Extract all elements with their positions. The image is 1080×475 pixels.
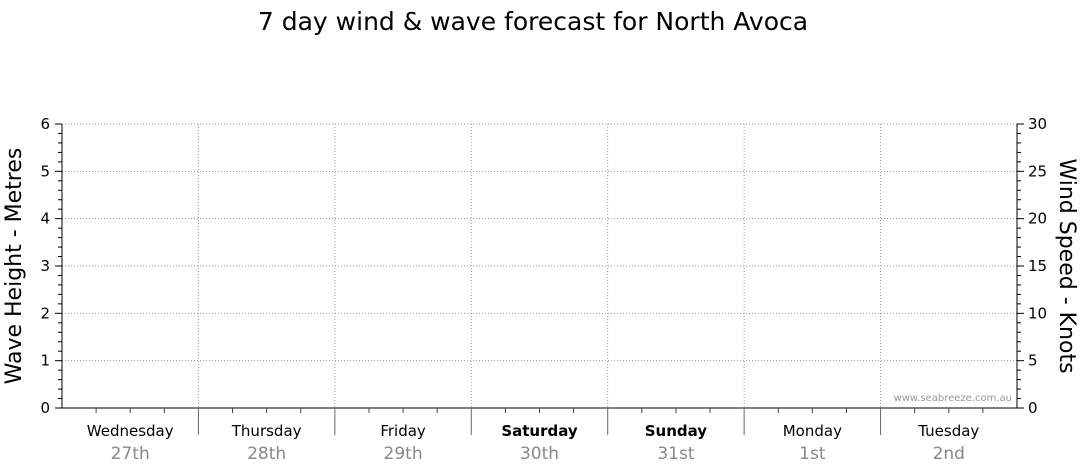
right-tick-label: 0 <box>1028 399 1038 417</box>
day-date-label: 1st <box>799 444 826 464</box>
left-tick-label: 2 <box>40 304 50 322</box>
right-tick-label: 25 <box>1028 162 1047 180</box>
right-tick-label: 5 <box>1028 352 1038 370</box>
day-name-label: Wednesday <box>87 422 174 440</box>
right-tick-label: 30 <box>1028 115 1047 133</box>
grid-lines <box>62 123 1017 408</box>
day-name-label: Monday <box>783 422 842 440</box>
left-tick-label: 6 <box>40 115 50 133</box>
right-tick-label: 20 <box>1028 210 1047 228</box>
chart-title: 7 day wind & wave forecast for North Avo… <box>258 7 808 36</box>
left-tick-label: 4 <box>40 210 50 228</box>
day-date-label: 31st <box>657 444 694 464</box>
right-axis-title: Wind Speed - Knots <box>1054 158 1079 373</box>
day-name-label: Saturday <box>501 422 578 440</box>
axes <box>61 124 1018 435</box>
day-date-label: 29th <box>384 444 423 464</box>
right-axis-ticks: 0 5 10 15 20 25 30 <box>1017 115 1047 417</box>
day-labels: Wednesday 27th Thursday 28th Friday 29th Satur… <box>87 422 980 464</box>
left-tick-label: 0 <box>40 399 50 417</box>
day-date-label: 28th <box>247 444 286 464</box>
left-axis-title: Wave Height - Metres <box>2 148 27 385</box>
day-date-label: 30th <box>520 444 559 464</box>
day-name-label: Tuesday <box>917 422 979 440</box>
left-tick-label: 3 <box>40 257 50 275</box>
right-tick-label: 15 <box>1028 257 1047 275</box>
day-name-label: Thursday <box>231 422 302 440</box>
watermark: www.seabreeze.com.au <box>894 393 1012 404</box>
left-tick-label: 5 <box>40 162 50 180</box>
day-name-label: Sunday <box>645 422 708 440</box>
day-date-label: 2nd <box>933 444 965 464</box>
left-tick-label: 1 <box>40 352 50 370</box>
left-axis-ticks: 0 1 2 3 4 5 6 <box>40 115 62 417</box>
day-date-label: 27th <box>111 444 150 464</box>
right-tick-label: 10 <box>1028 304 1047 322</box>
day-name-label: Friday <box>380 422 426 440</box>
